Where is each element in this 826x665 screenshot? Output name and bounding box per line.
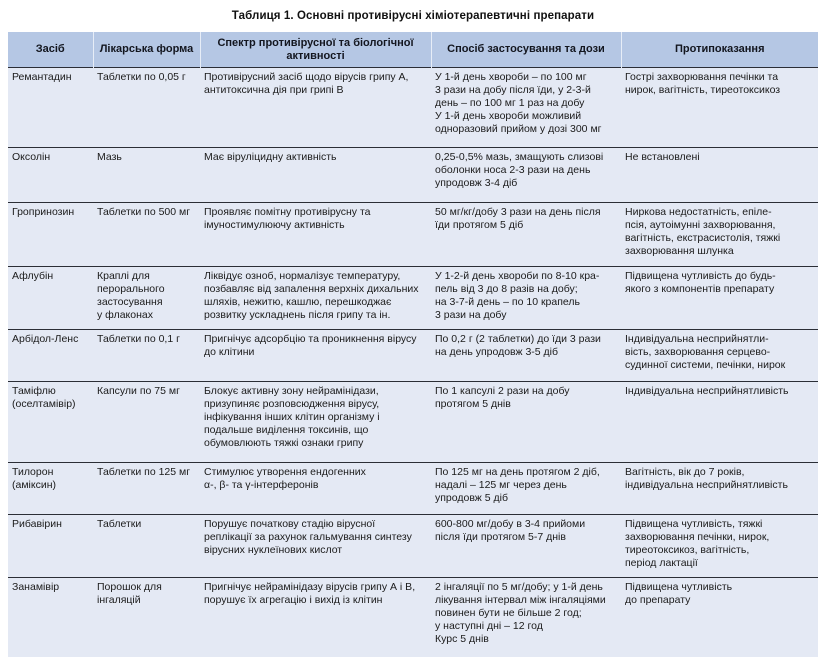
drug-name-cell: Гропринозин [8,202,93,267]
contraindications-cell: Підвищена чутливість до будь- якого з ко… [621,266,818,330]
spectrum-cell: Пригнічує нейрамінідазу вірусів грипу А … [200,577,431,657]
form-cell: Таблетки по 125 мг [93,462,200,515]
column-header-dosage: Спосіб застосування та дози [430,32,621,68]
dosage-cell: 600-800 мг/добу в 3-4 прийоми після їди … [431,514,621,578]
form-cell: Мазь [93,147,200,203]
table-row: Занамівір Порошок для інгаляцій Пригнічу… [8,577,818,657]
spectrum-cell: Порушує початкову стадію вірусної реплік… [200,514,431,578]
header-row: Засіб Лікарська форма Спектр противірусн… [8,32,818,68]
dosage-cell: 50 мг/кг/добу 3 рази на день після їди п… [431,202,621,267]
dosage-cell: По 1 капсулі 2 рази на добу протягом 5 д… [431,381,621,463]
contraindications-cell: Гострі захворювання печінки та нирок, ва… [621,67,818,148]
contraindications-cell: Підвищена чутливість, тяжкі захворювання… [621,514,818,578]
spectrum-cell: Блокує активну зону нейрамінідази, призу… [200,381,431,463]
form-cell: Краплі для перорального застосування у ф… [93,266,200,330]
dosage-cell: У 1-2-й день хвороби по 8-10 кра- пель в… [431,266,621,330]
table-row: Рибавірин Таблетки Порушує початкову ста… [8,514,818,578]
table-row: Оксолін Мазь Має віруліцидну активність … [8,147,818,203]
antiviral-drugs-table: Засіб Лікарська форма Спектр противірусн… [8,32,818,657]
form-cell: Капсули по 75 мг [93,381,200,463]
column-header-form: Лікарська форма [92,32,200,68]
table-row: Арбідол-Ленс Таблетки по 0,1 г Пригнічує… [8,329,818,382]
table-row: Тилорон (аміксин) Таблетки по 125 мг Сти… [8,462,818,515]
drug-name-cell: Оксолін [8,147,93,203]
drug-name-cell: Таміфлю (оселтамівір) [8,381,93,463]
dosage-cell: 2 інгаляції по 5 мг/добу; у 1-й день лік… [431,577,621,657]
drug-name-cell: Занамівір [8,577,93,657]
contraindications-cell: Вагітність, вік до 7 років, індивідуальн… [621,462,818,515]
spectrum-cell: Пригнічує адсорбцію та проникнення вірус… [200,329,431,382]
form-cell: Таблетки по 0,05 г [93,67,200,148]
dosage-cell: У 1-й день хвороби – по 100 мг 3 рази на… [431,67,621,148]
table-title: Таблиця 1. Основні противірусні хіміотер… [231,10,595,22]
dosage-cell: По 0,2 г (2 таблетки) до їди 3 рази на д… [431,329,621,382]
contraindications-cell: Не встановлені [621,147,818,203]
spectrum-cell: Стимулює утворення ендогенних α-, β- та … [200,462,431,515]
form-cell: Таблетки по 500 мг [93,202,200,267]
drug-name-cell: Рибавірин [8,514,93,578]
form-cell: Таблетки [93,514,200,578]
drug-name-cell: Арбідол-Ленс [8,329,93,382]
form-cell: Порошок для інгаляцій [93,577,200,657]
dosage-cell: По 125 мг на день протягом 2 діб, надалі… [431,462,621,515]
table-row: Афлубін Краплі для перорального застосув… [8,266,818,330]
column-header-contraindications: Протипоказання [620,32,818,68]
contraindications-cell: Підвищена чутливість до препарату [621,577,818,657]
contraindications-cell: Ниркова недостатність, епіле- псія, ауто… [621,202,818,267]
contraindications-cell: Індивідуальна несприйнятливість [621,381,818,463]
table-row: Гропринозин Таблетки по 500 мг Проявляє … [8,202,818,267]
table-row: Таміфлю (оселтамівір) Капсули по 75 мг Б… [8,381,818,463]
column-header-spectrum: Спектр противірусної та біологічної акти… [199,32,431,68]
table-row: Ремантадин Таблетки по 0,05 г Противірус… [8,67,818,148]
contraindications-cell: Індивідуальна несприйнятли- вість, захво… [621,329,818,382]
drug-name-cell: Ремантадин [8,67,93,148]
spectrum-cell: Має віруліцидну активність [200,147,431,203]
column-header-drug: Засіб [8,32,93,68]
dosage-cell: 0,25-0,5% мазь, змащують слизові оболонк… [431,147,621,203]
spectrum-cell: Проявляє помітну противірусну та імуност… [200,202,431,267]
drug-name-cell: Афлубін [8,266,93,330]
spectrum-cell: Ліквідує озноб, нормалізує температуру, … [200,266,431,330]
form-cell: Таблетки по 0,1 г [93,329,200,382]
spectrum-cell: Противірусний засіб щодо вірусів грипу А… [200,67,431,148]
drug-name-cell: Тилорон (аміксин) [8,462,93,515]
